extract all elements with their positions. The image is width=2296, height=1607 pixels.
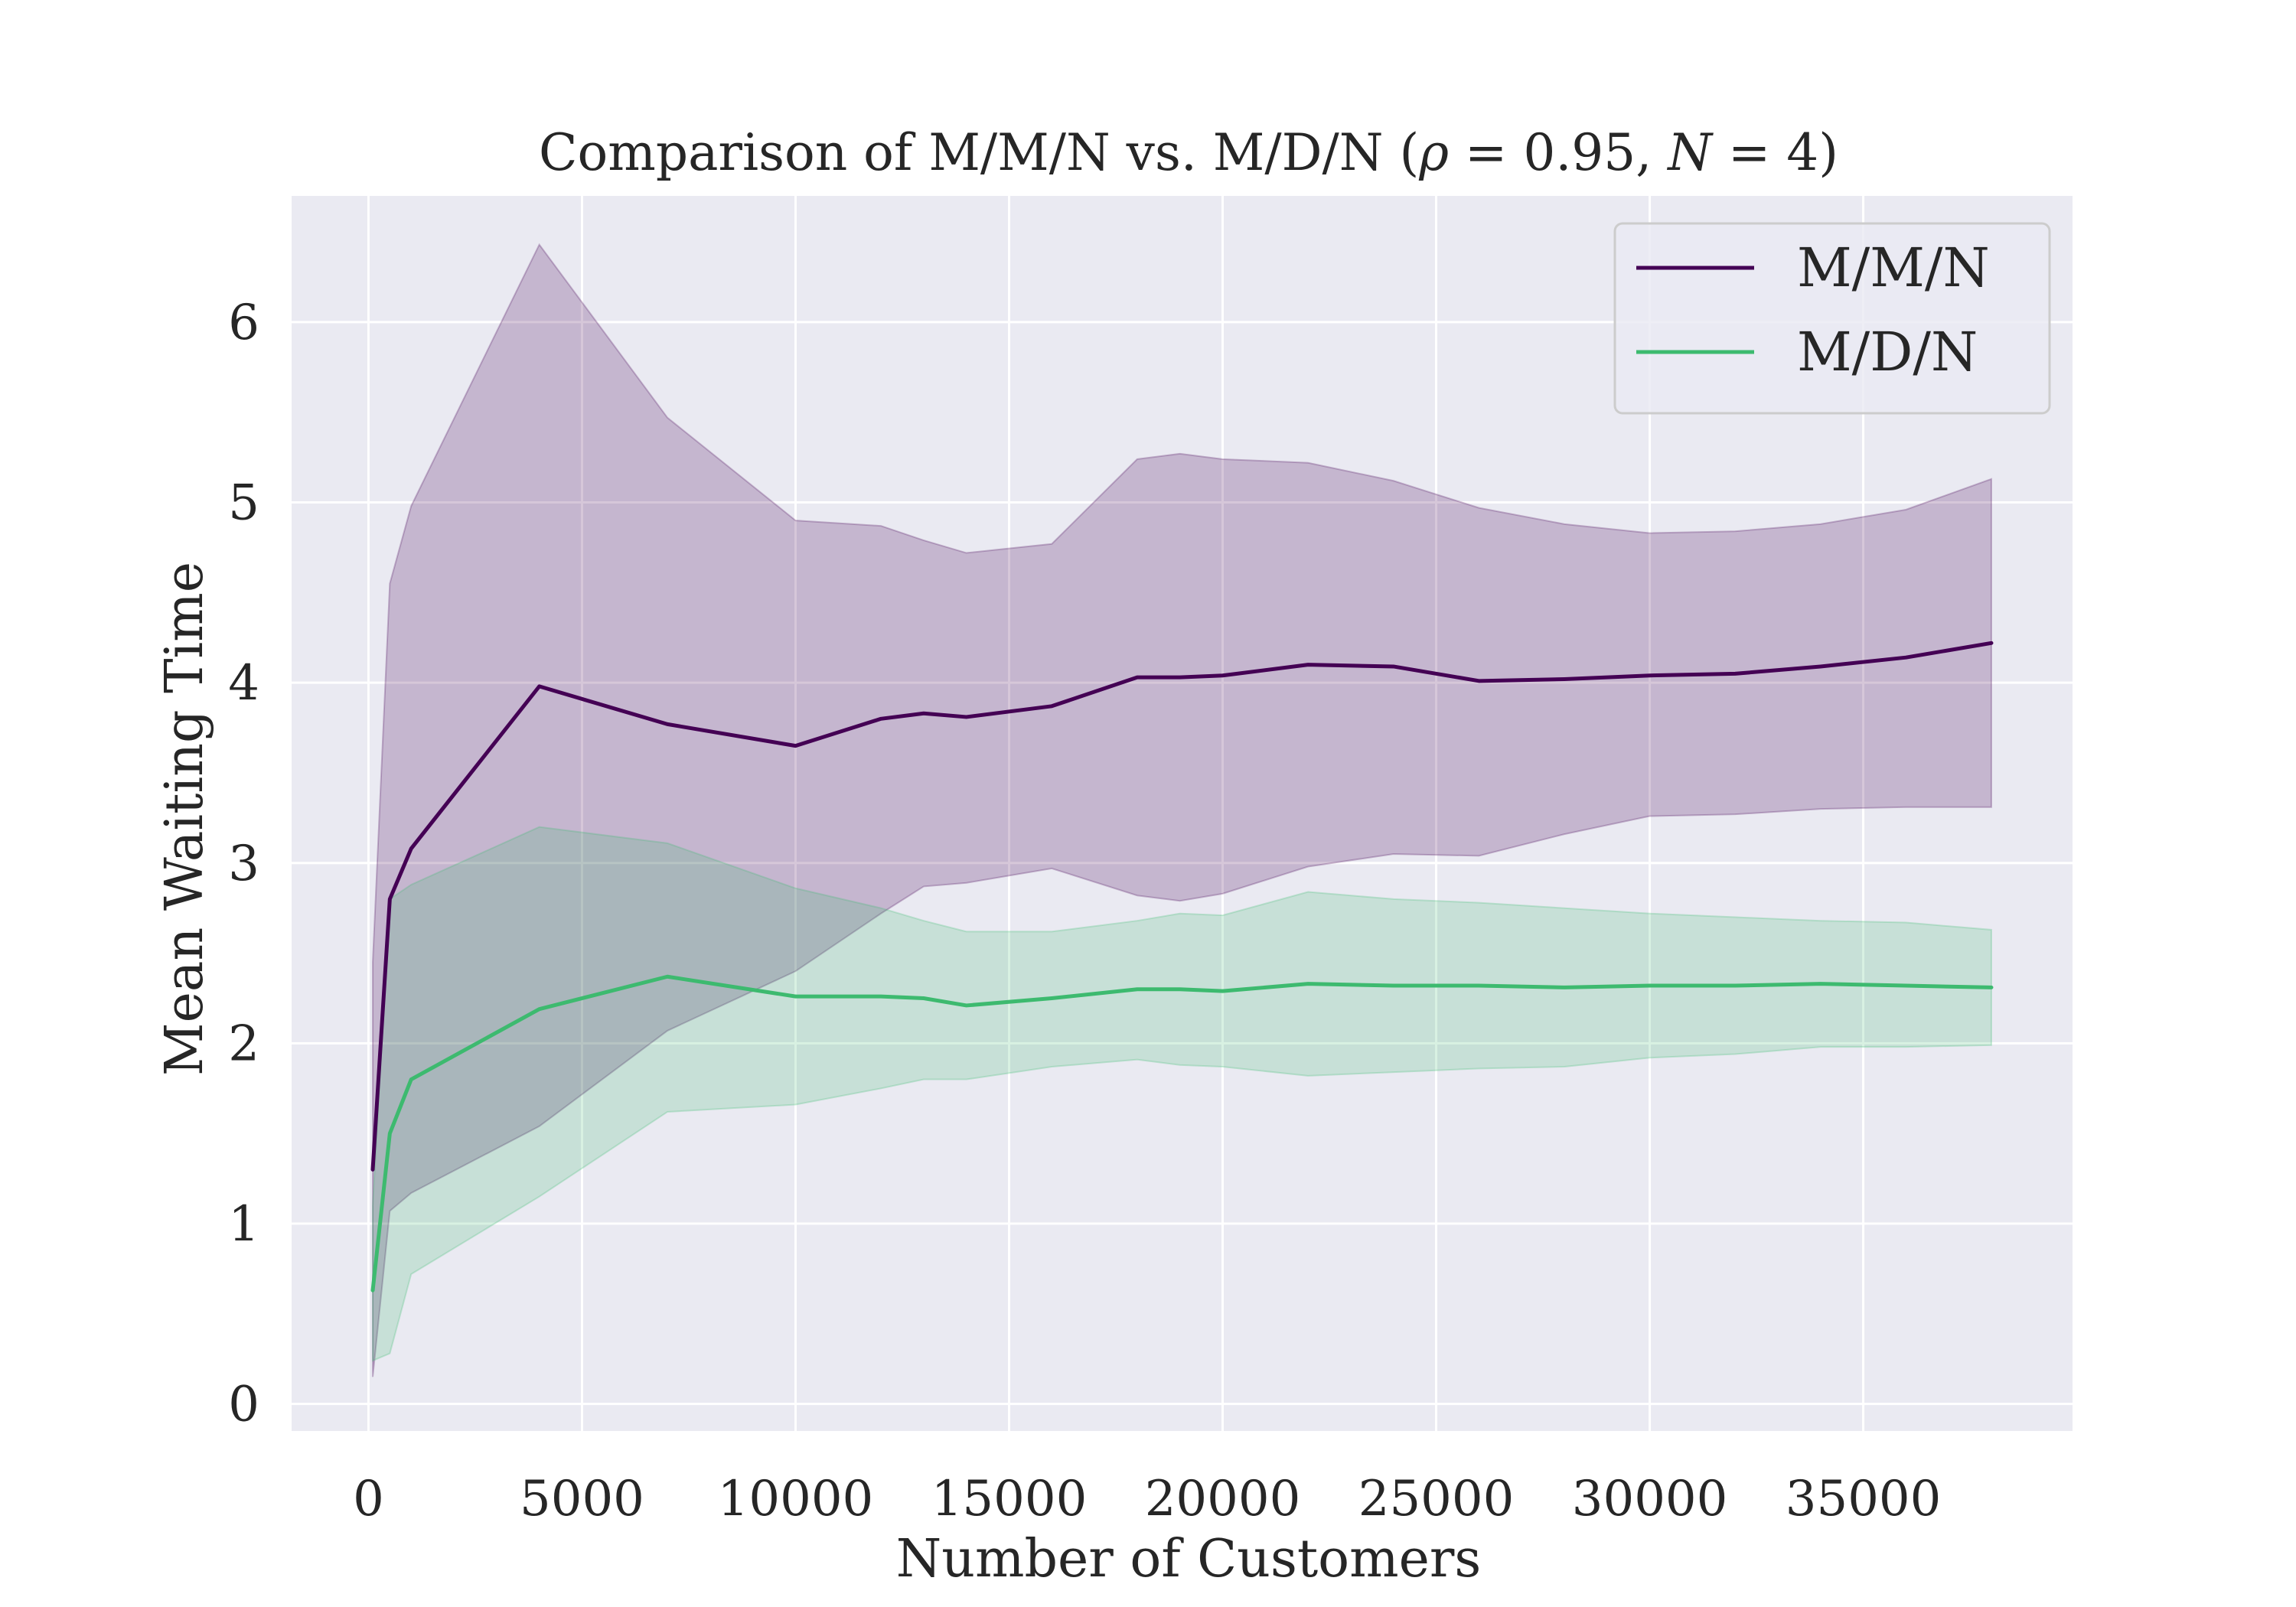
y-tick-label: 1: [228, 1196, 259, 1253]
legend-box: [1613, 222, 2051, 415]
legend-label-mmn: M/M/N: [1797, 236, 1990, 299]
y-tick-labels: 0 1 2 3 4 5 6: [228, 295, 259, 1433]
x-tick-label: 0: [353, 1471, 384, 1527]
x-tick-label: 35000: [1786, 1471, 1942, 1527]
x-axis-label: Number of Customers: [896, 1529, 1482, 1589]
x-tick-label: 25000: [1358, 1471, 1515, 1527]
series-lines: [370, 641, 1994, 1292]
y-tick-label: 0: [228, 1377, 259, 1433]
legend: M/M/N M/D/N: [1613, 222, 2051, 415]
y-tick-label: 5: [228, 475, 259, 532]
confidence-band-0: [372, 243, 1992, 1377]
confidence-bands: [372, 243, 1992, 1377]
x-tick-label: 5000: [520, 1471, 644, 1527]
y-tick-label: 2: [228, 1015, 259, 1072]
y-axis-label: Mean Waiting Time: [155, 562, 215, 1076]
confidence-band-1: [372, 826, 1992, 1362]
x-tick-label: 30000: [1572, 1471, 1728, 1527]
legend-label-mdn: M/D/N: [1797, 321, 1978, 383]
y-tick-label: 6: [228, 295, 259, 351]
y-tick-label: 3: [228, 836, 259, 892]
x-tick-label: 15000: [931, 1471, 1088, 1527]
x-tick-label: 20000: [1145, 1471, 1301, 1527]
x-tick-label: 10000: [718, 1471, 874, 1527]
series-line-1: [370, 974, 1994, 1292]
x-tick-labels: 0 5000 10000 15000 20000 25000 30000 35000: [353, 1471, 1941, 1527]
chart-title: Comparison of M/M/N vs. M/D/N (ρ = 0.95,…: [539, 123, 1838, 182]
series-line-0: [370, 641, 1994, 1172]
y-tick-label: 4: [228, 655, 259, 712]
